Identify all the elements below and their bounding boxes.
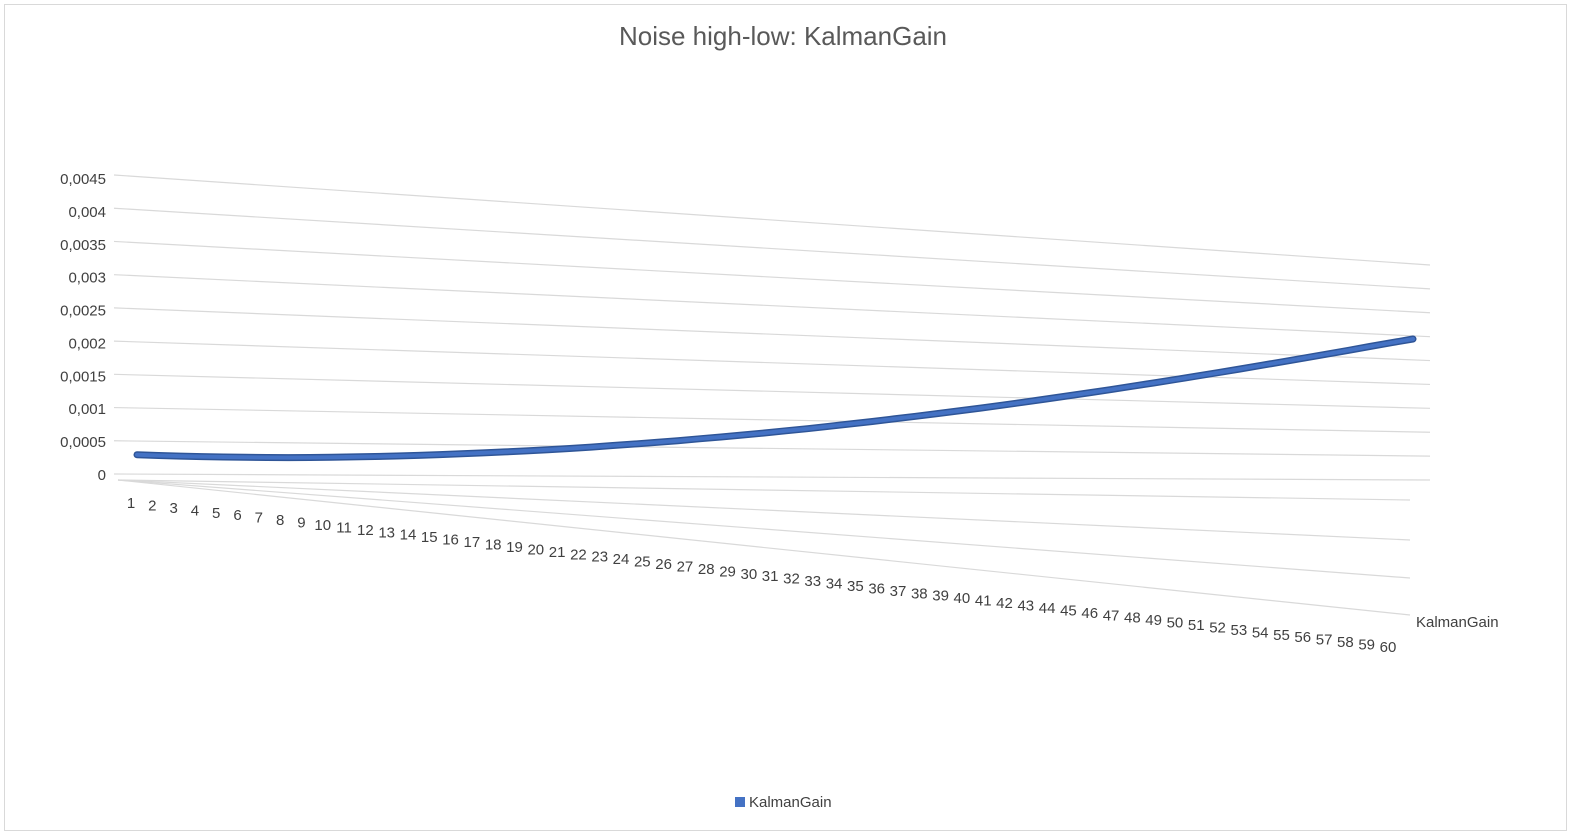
y-tick-label: 0,003 [68,270,106,287]
x-tick-label: 1 [127,495,135,512]
legend-label: KalmanGain [749,794,832,811]
gridline [113,340,1431,386]
x-tick-label: 20 [527,541,544,558]
x-tick-label: 44 [1039,600,1056,617]
chart-frame [4,4,1567,831]
floor-gridline [117,479,1411,541]
x-tick-label: 10 [314,517,331,534]
x-tick-label: 21 [549,544,566,561]
x-tick-label: 24 [613,551,630,568]
floor-gridline [117,479,1411,501]
x-tick-label: 53 [1231,622,1248,639]
x-tick-label: 34 [826,576,843,593]
y-tick-label: 0,0005 [60,434,106,451]
depth-axis-label: KalmanGain [1416,614,1499,631]
x-tick-label: 3 [169,500,177,517]
series-line-shadow [133,335,1417,462]
x-tick-label: 18 [485,536,502,553]
x-tick-label: 48 [1124,610,1141,627]
gridline [113,240,1431,314]
y-tick-label: 0,002 [68,335,106,352]
x-tick-label: 60 [1380,639,1397,656]
x-tick-label: 33 [804,573,821,590]
gridline [113,473,1431,481]
x-axis-tick-labels: 1 2 3 4 5 6 7 8 9 10 11 12 13 14 15 16 17 18 19 20 21 22 23 24 2… [127,495,1397,656]
x-tick-label: 5 [212,505,220,522]
x-tick-label: 27 [677,558,694,575]
x-tick-label: 45 [1060,602,1077,619]
x-tick-label: 8 [276,512,284,529]
chart-title: Noise high-low: KalmanGain [619,21,947,51]
y-tick-label: 0,0045 [60,171,106,188]
x-tick-label: 2 [148,497,156,514]
x-tick-label: 28 [698,561,715,578]
x-tick-label: 51 [1188,617,1205,634]
legend: KalmanGain [735,794,832,811]
x-tick-label: 32 [783,571,800,588]
x-tick-label: 15 [421,529,438,546]
y-tick-label: 0,0015 [60,368,106,385]
x-tick-label: 22 [570,546,587,563]
gridline [113,274,1431,338]
x-tick-label: 41 [975,593,992,610]
x-tick-label: 56 [1294,629,1311,646]
x-tick-label: 7 [255,510,263,527]
series-line-kalmangain [135,337,1415,460]
x-tick-label: 9 [297,515,305,532]
y-tick-label: 0,0025 [60,303,106,320]
x-tick-label: 25 [634,554,651,571]
x-tick-label: 11 [336,519,352,536]
x-tick-label: 54 [1252,624,1269,641]
x-tick-label: 36 [868,580,885,597]
x-tick-label: 23 [591,549,608,566]
y-tick-label: 0,004 [68,204,106,221]
x-tick-label: 57 [1316,632,1333,649]
gridline [113,440,1431,457]
x-tick-label: 50 [1167,615,1184,632]
series-lines [133,335,1417,462]
x-tick-label: 37 [890,583,907,600]
y-tick-label: 0,0035 [60,237,106,254]
gridline [113,373,1431,409]
y-tick-label: 0 [98,467,106,484]
x-tick-label: 39 [932,588,949,605]
y-axis-tick-labels: 0,0045 0,004 0,0035 0,003 0,0025 0,002 0,0015 0… [60,171,106,484]
x-tick-label: 31 [762,568,779,585]
x-tick-label: 12 [357,522,374,539]
x-tick-label: 46 [1081,605,1098,622]
x-tick-label: 38 [911,585,928,602]
x-tick-label: 49 [1145,612,1162,629]
x-tick-label: 29 [719,563,736,580]
x-tick-label: 6 [233,507,241,524]
floor-gridline [117,479,1411,579]
x-tick-label: 42 [996,595,1013,612]
x-tick-label: 30 [741,566,758,583]
x-tick-label: 16 [442,532,459,549]
floor-gridline [117,479,1411,616]
gridline [113,406,1431,433]
x-tick-label: 55 [1273,627,1290,644]
x-tick-label: 13 [378,524,395,541]
x-tick-label: 17 [464,534,481,551]
gridline [113,307,1431,362]
y-tick-label: 0,001 [68,401,106,418]
legend-swatch [735,797,745,807]
x-tick-label: 35 [847,578,864,595]
gridline [113,207,1431,290]
x-tick-label: 52 [1209,619,1226,636]
x-tick-label: 47 [1103,607,1120,624]
gridlines [113,174,1431,616]
x-tick-label: 26 [655,556,672,573]
x-tick-label: 19 [506,539,523,556]
x-tick-label: 4 [191,502,199,519]
x-tick-label: 43 [1017,598,1034,615]
x-tick-label: 40 [954,590,971,607]
x-tick-label: 59 [1358,637,1375,654]
gridline [113,174,1431,266]
x-tick-label: 14 [400,527,417,544]
x-tick-label: 58 [1337,634,1354,651]
